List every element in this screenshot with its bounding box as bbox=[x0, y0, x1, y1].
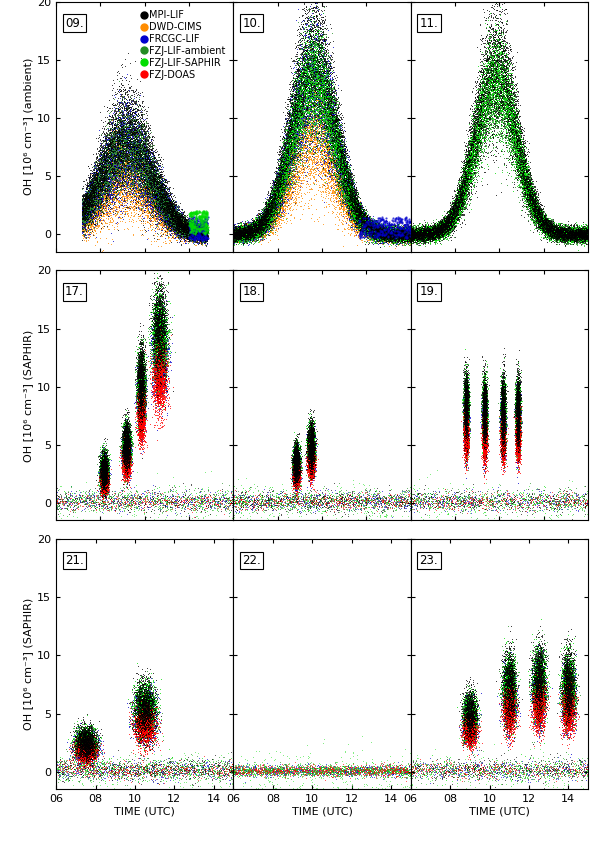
Text: 10.: 10. bbox=[242, 17, 261, 30]
Y-axis label: OH [10⁶ cm⁻³] (ambient): OH [10⁶ cm⁻³] (ambient) bbox=[23, 58, 33, 196]
Y-axis label: OH [10⁶ cm⁻³] (SAPHIR): OH [10⁶ cm⁻³] (SAPHIR) bbox=[23, 329, 33, 462]
Text: 09.: 09. bbox=[65, 17, 84, 30]
Text: 11.: 11. bbox=[420, 17, 439, 30]
Text: 18.: 18. bbox=[242, 285, 261, 299]
X-axis label: TIME (UTC): TIME (UTC) bbox=[469, 807, 530, 817]
Text: 22.: 22. bbox=[242, 554, 261, 567]
Text: 23.: 23. bbox=[420, 554, 439, 567]
Legend: MPI-LIF, DWD-CIMS, FRCGC-LIF, FZJ-LIF-ambient, FZJ-LIF-SAPHIR, FZJ-DOAS: MPI-LIF, DWD-CIMS, FRCGC-LIF, FZJ-LIF-am… bbox=[142, 9, 227, 81]
Y-axis label: OH [10⁶ cm⁻³] (SAPHIR): OH [10⁶ cm⁻³] (SAPHIR) bbox=[23, 598, 33, 730]
Text: 19.: 19. bbox=[420, 285, 439, 299]
Text: 21.: 21. bbox=[65, 554, 84, 567]
X-axis label: TIME (UTC): TIME (UTC) bbox=[291, 807, 353, 817]
X-axis label: TIME (UTC): TIME (UTC) bbox=[114, 807, 176, 817]
Text: 17.: 17. bbox=[65, 285, 84, 299]
